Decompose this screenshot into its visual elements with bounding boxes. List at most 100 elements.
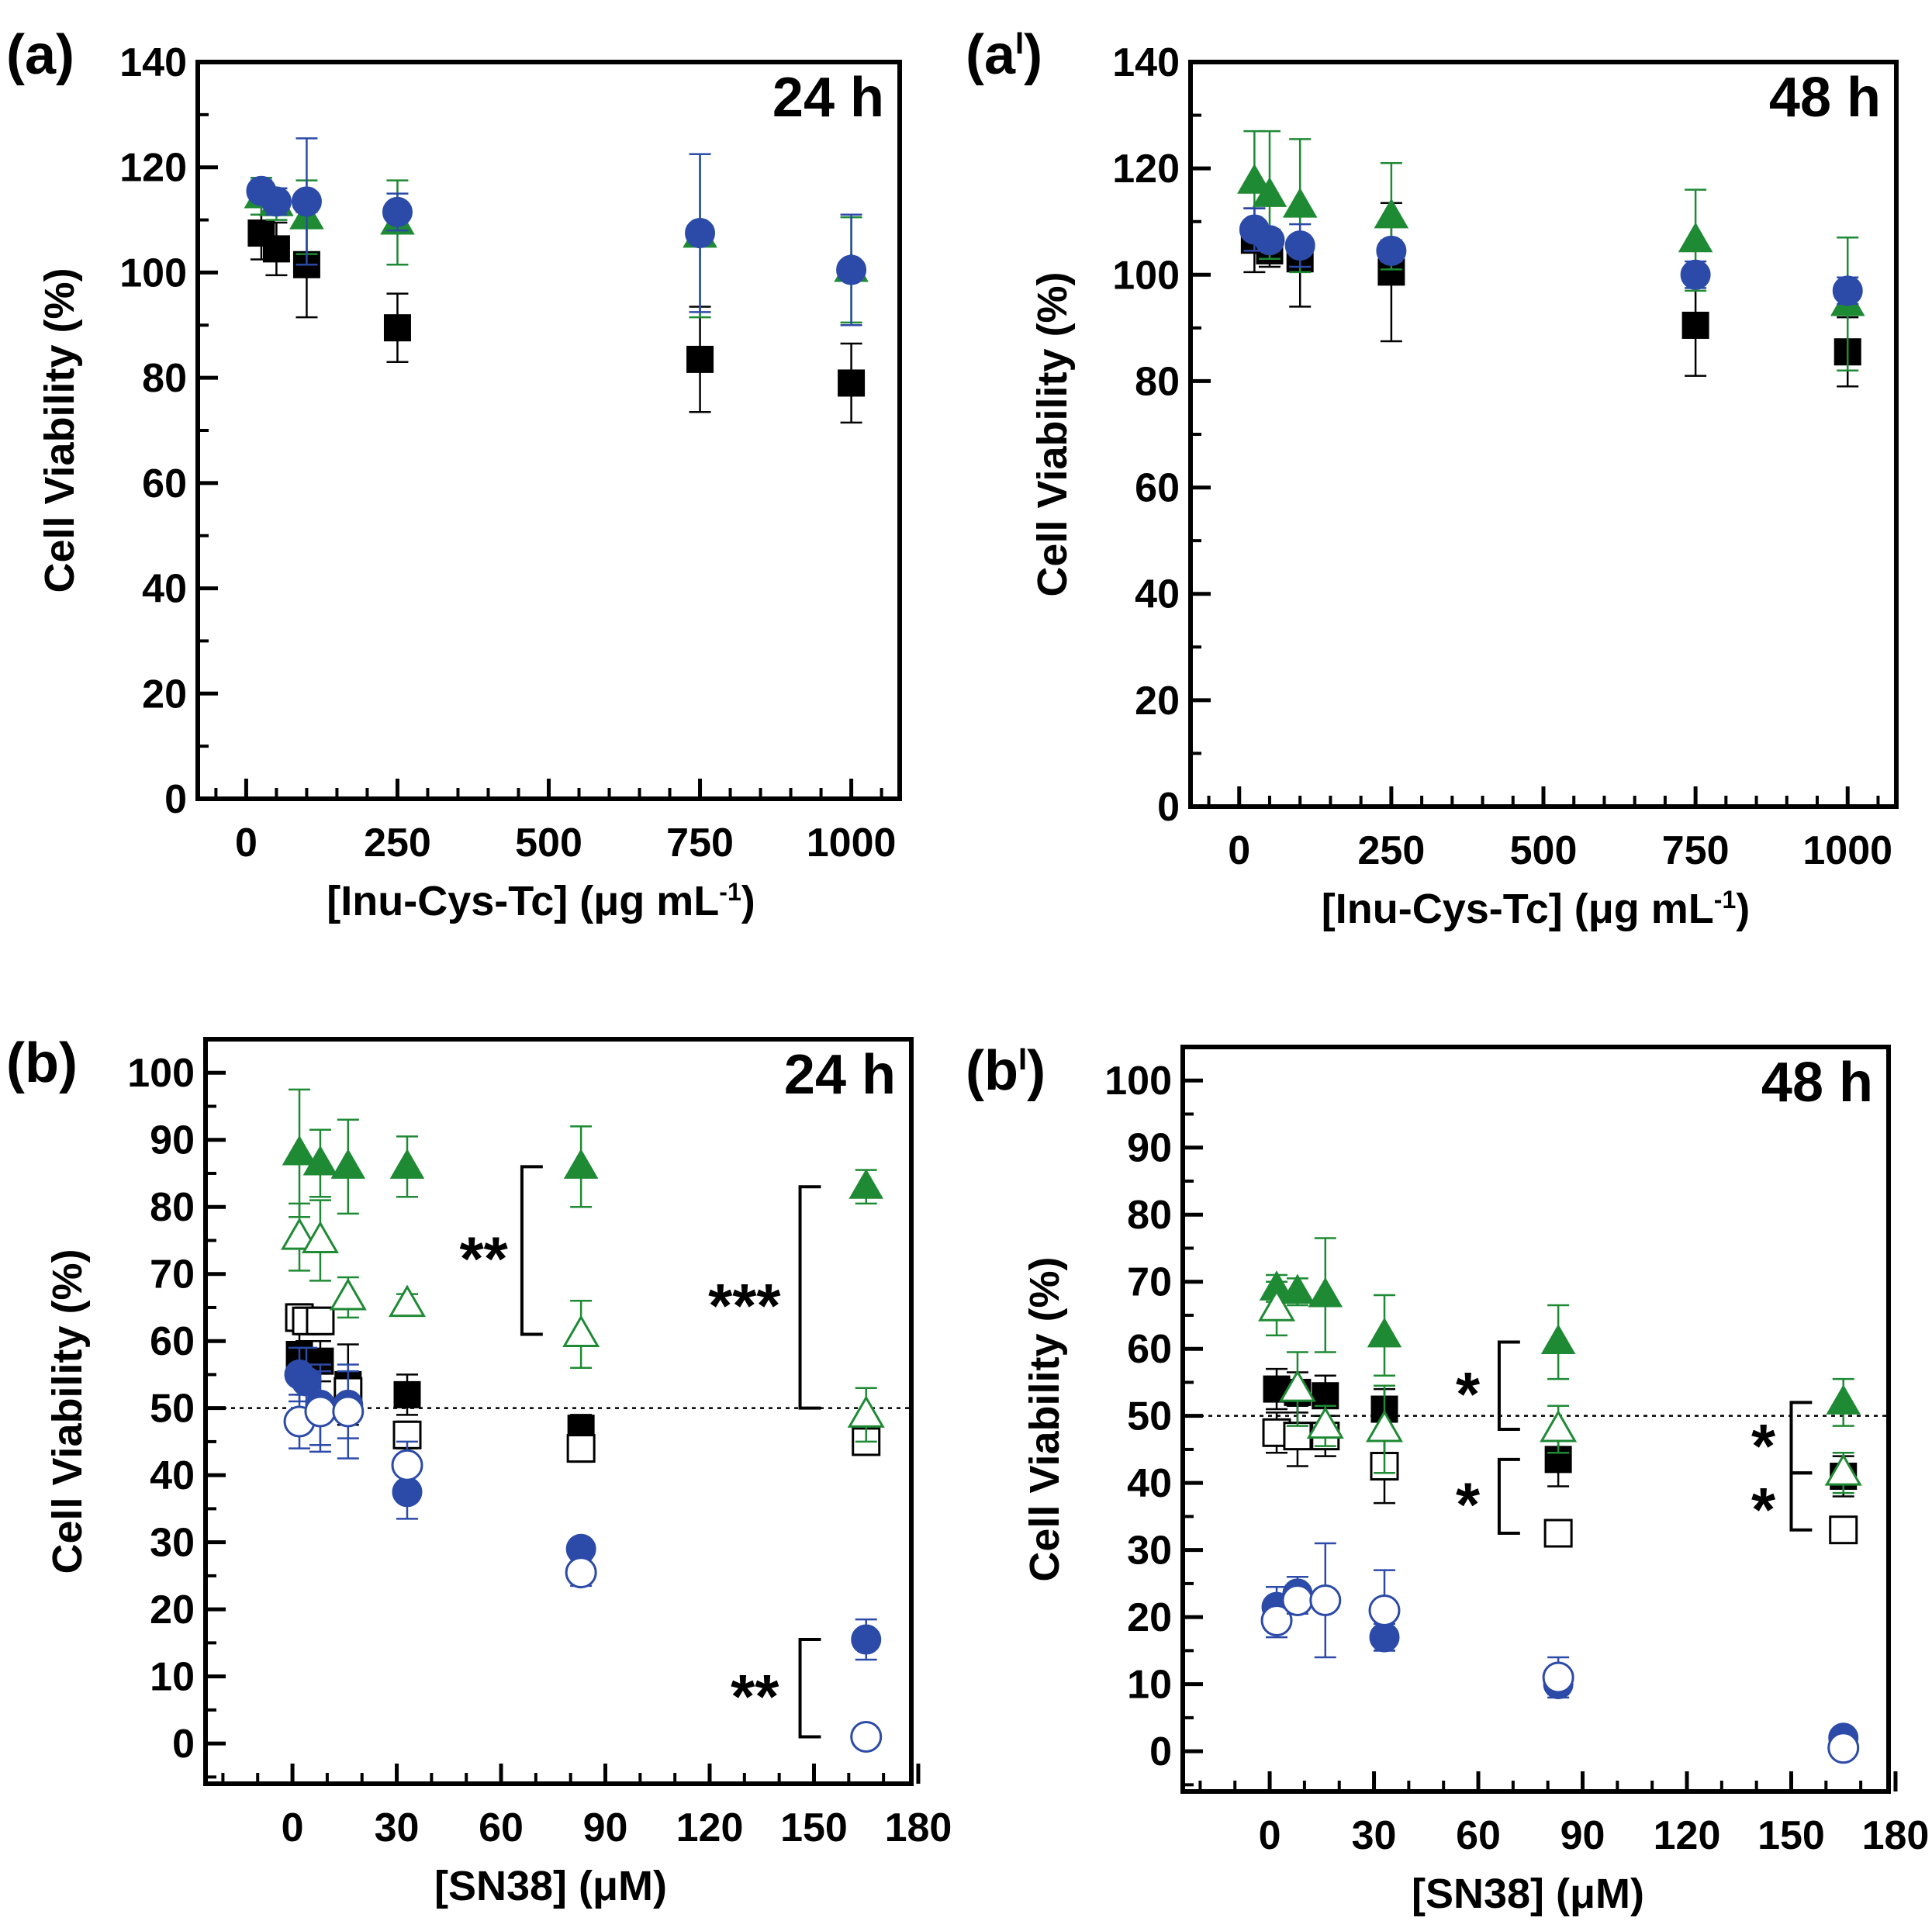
y-axis-title: Cell Viability (%) [36, 268, 83, 593]
data-point-square [306, 1306, 335, 1335]
series-green-triangle [244, 153, 869, 324]
data-point-square [383, 314, 411, 342]
data-point-circle [850, 1720, 883, 1753]
data-point-circle [1376, 235, 1407, 266]
data-point-triangle [281, 1217, 319, 1250]
panel-label: (a) [6, 24, 74, 86]
data-point-square [393, 1380, 421, 1408]
x-tick-label: 30 [375, 1805, 420, 1850]
data-point-triangle [562, 1315, 600, 1348]
panel-a: 0 250 500 750 1000 0 20 40 60 80 100 120 140 [Inu-Cys… [6, 24, 902, 924]
data-point-triangle [848, 1169, 884, 1199]
x-tick-label: 60 [479, 1805, 524, 1850]
data-point-square [1681, 311, 1709, 339]
x-tick-label: 500 [1510, 828, 1578, 873]
x-axis-title: [SN38] (μM) [434, 1863, 667, 1909]
data-point-triangle [1282, 188, 1318, 218]
data-point-circle [1542, 1661, 1574, 1694]
plot-frame [203, 1037, 914, 1786]
data-point-square [686, 345, 714, 373]
data-point-triangle [301, 1221, 339, 1253]
significance-bracket: * [1751, 1471, 1813, 1544]
data-point-triangle [563, 1149, 599, 1179]
data-point-triangle [847, 1395, 885, 1428]
y-tick-label: 20 [1127, 1595, 1172, 1640]
panel-label-main: (a) [6, 24, 74, 86]
x-tick-label: 30 [1352, 1813, 1397, 1858]
data-point-triangle [1826, 1384, 1861, 1415]
data-point-circle [565, 1556, 597, 1589]
data-point-triangle [302, 1145, 338, 1176]
y-tick-label: 100 [1104, 1059, 1172, 1104]
y-tick-label: 0 [1157, 785, 1180, 830]
data-point-triangle [329, 1277, 367, 1311]
significance-label: * [1751, 1411, 1776, 1480]
x-axis-title-main: [SN38] (μM) [1412, 1871, 1644, 1917]
data-point-circle [1832, 275, 1863, 306]
data-point-square [262, 235, 290, 263]
y-tick-label: 80 [150, 1185, 195, 1230]
data-point-triangle [330, 1149, 366, 1179]
x-tick-label: 250 [1357, 828, 1425, 873]
bracket-line [1789, 1471, 1813, 1532]
series-blue-circle-open [1260, 1542, 1860, 1764]
y-tick-label: 140 [1112, 40, 1180, 85]
panel-a2: 0 250 500 750 1000 0 20 40 60 80 100 120 140 [Inu-Cys… [966, 24, 1899, 932]
panel-label-main: (b) [6, 1032, 78, 1094]
data-point-triangle [1365, 1409, 1404, 1442]
panel-b2: 0 30 60 90 120 150 180 0 10 20 30 40 50 60 70 80 90 100 [S… [966, 1040, 1929, 1917]
data-point-circle [1368, 1594, 1401, 1626]
x-tick-label: 0 [282, 1805, 304, 1850]
time-label: 24 h [772, 67, 884, 129]
y-tick-label: 40 [150, 1453, 195, 1498]
data-point-square [566, 1434, 596, 1463]
x-axis-title-main: [Inu-Cys-Tc] (μg mL [327, 878, 719, 924]
bracket-line [1497, 1340, 1520, 1431]
data-point-circle [291, 186, 322, 217]
significance-bracket: * [1456, 1340, 1520, 1431]
time-label: 24 h [784, 1044, 896, 1106]
data-point-circle [1281, 1584, 1314, 1617]
data-point-circle [1284, 230, 1315, 261]
significance-bracket: ** [459, 1165, 543, 1336]
y-tick-label: 100 [1112, 253, 1180, 298]
data-point-triangle [1252, 177, 1287, 207]
data-point-triangle [388, 1284, 427, 1318]
y-tick-label: 80 [1127, 1193, 1172, 1238]
data-point-triangle [1258, 1289, 1296, 1322]
y-tick-label: 40 [1135, 572, 1180, 617]
x-axis-title-sup: -1 [1714, 886, 1736, 914]
series-green-triangle-open [281, 1199, 885, 1443]
y-tick-label: 70 [1127, 1260, 1172, 1305]
significance-label: * [1456, 1470, 1481, 1539]
x-tick-label: 150 [780, 1805, 848, 1850]
bracket-line [520, 1165, 543, 1336]
data-point-circle [261, 186, 292, 217]
y-tick-label: 50 [1127, 1394, 1172, 1439]
series-green-triangle-open [1258, 1280, 1862, 1494]
time-label: 48 h [1761, 1052, 1873, 1114]
y-tick-label: 40 [1127, 1461, 1172, 1506]
x-axis-title: [Inu-Cys-Tc] (μg mL-1) [1322, 886, 1750, 932]
data-point-circle [1680, 259, 1711, 290]
x-axis-title-sup: -1 [719, 878, 741, 906]
series-blue-circle-filled [284, 1346, 882, 1661]
panel-label: (bI) [966, 1040, 1045, 1102]
significance-label: * [1456, 1360, 1481, 1429]
y-axis-title: Cell Viability (%) [44, 1249, 91, 1574]
y-tick-label: 60 [1127, 1327, 1172, 1372]
series-green-triangle [1237, 130, 1865, 371]
x-tick-label: 1000 [1802, 828, 1892, 873]
x-tick-label: 120 [676, 1805, 744, 1850]
y-tick-label: 70 [150, 1252, 195, 1297]
y-tick-label: 0 [172, 1722, 195, 1767]
x-tick-label: 750 [666, 821, 734, 865]
panel-b: 0 30 60 90 120 150 180 0 10 20 30 40 50 60 70 80 90 100 [S… [6, 1032, 952, 1909]
data-point-circle [332, 1395, 365, 1428]
y-tick-label: 20 [142, 672, 187, 717]
data-point-triangle [1540, 1409, 1578, 1442]
data-point-triangle [1367, 1317, 1402, 1348]
y-tick-label: 10 [1127, 1663, 1172, 1708]
data-point-circle [304, 1395, 337, 1428]
plot-frame [1180, 1045, 1891, 1794]
